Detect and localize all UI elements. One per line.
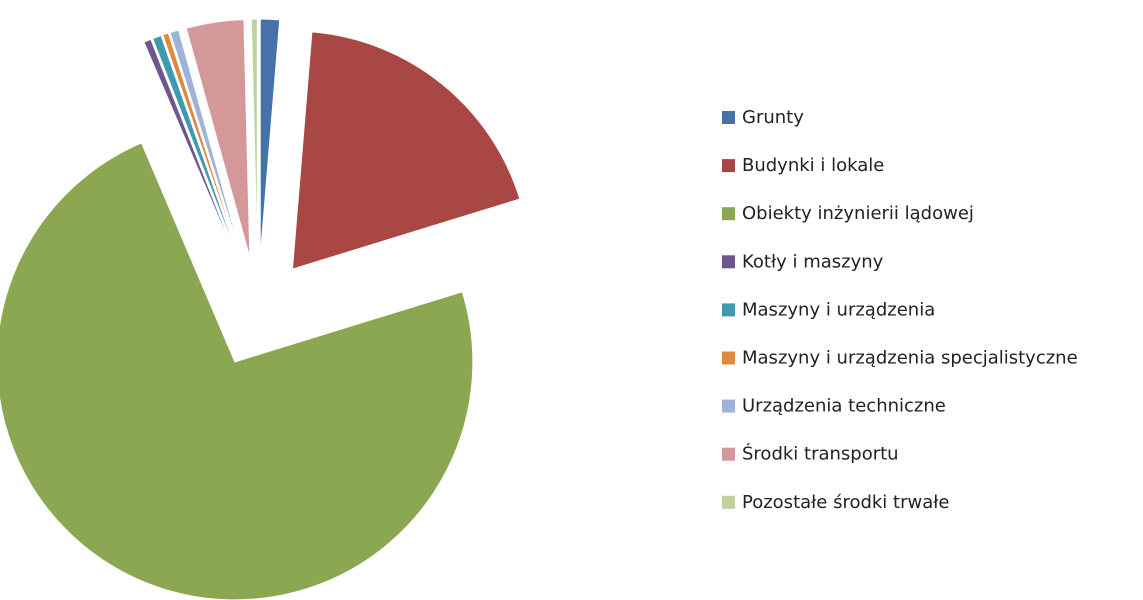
legend-swatch <box>722 111 735 124</box>
legend-label: Budynki i lokale <box>742 155 884 176</box>
legend-swatch <box>722 495 735 509</box>
pie-slice <box>250 18 258 258</box>
legend-label: Grunty <box>742 107 804 128</box>
legend-swatch <box>722 303 735 317</box>
legend-label: Urządzenia techniczne <box>742 396 946 417</box>
legend-swatch <box>722 351 735 365</box>
legend-label: Środki transportu <box>742 443 899 465</box>
pie-slice <box>151 34 240 261</box>
legend-swatch <box>722 399 735 413</box>
pie-slice <box>162 32 242 260</box>
legend-swatch <box>722 255 735 269</box>
pie-slice <box>169 29 243 260</box>
legend-swatch <box>722 207 735 221</box>
legend-label: Pozostałe środki trwałe <box>742 492 949 513</box>
pie-slice <box>291 31 521 270</box>
legend-label: Maszyny i urządzenia <box>742 299 935 320</box>
legend-label: Maszyny i urządzenia specjalistyczne <box>742 348 1078 369</box>
pie-slice <box>143 38 238 262</box>
legend-label: Kotły i maszyny <box>742 251 884 272</box>
pie-slice <box>185 19 251 258</box>
legend-swatch <box>722 159 735 173</box>
legend-label: Obiekty inżynierii lądowej <box>742 203 974 224</box>
pie-slice <box>0 142 474 600</box>
pie-slice <box>259 18 281 258</box>
legend-swatch <box>722 447 735 461</box>
